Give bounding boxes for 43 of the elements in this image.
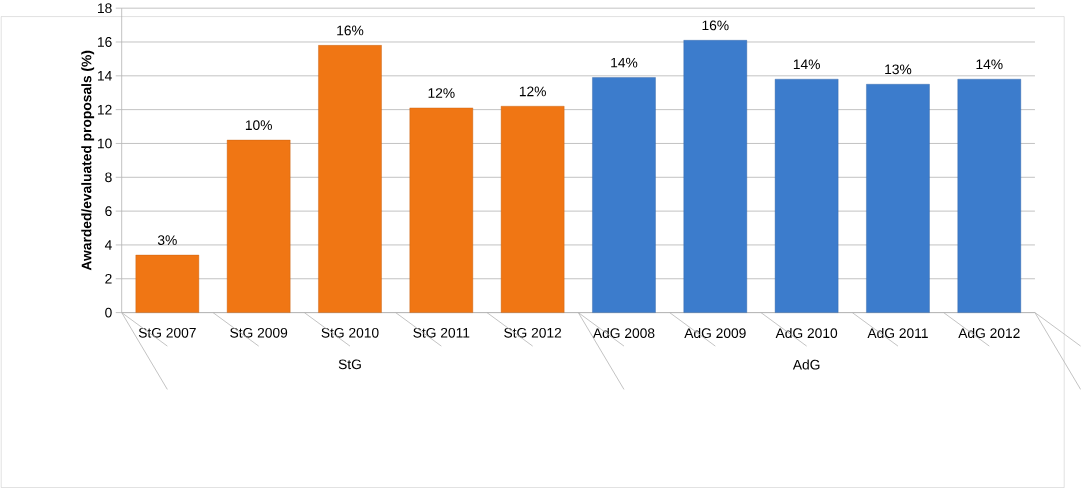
bar (409, 107, 474, 313)
x-tick-label: AdG 2009 (684, 328, 746, 339)
data-label: 10% (245, 120, 272, 131)
y-tick-label: 2 (105, 274, 112, 284)
bar (500, 106, 565, 313)
bar (318, 45, 382, 313)
bar (866, 84, 930, 313)
y-tick-label: 6 (105, 206, 112, 217)
data-label: 16% (337, 25, 364, 36)
y-axis-title: Awarded/evaluated proposals (%) (81, 50, 95, 271)
bar (592, 77, 656, 313)
x-tick-label: AdG 2010 (775, 328, 838, 339)
y-tick-label: 12 (97, 104, 112, 115)
y-tick-label: 4 (104, 240, 112, 250)
bar (957, 79, 1022, 313)
x-tick-label: StG 2009 (230, 328, 288, 338)
data-label: 16% (702, 20, 729, 31)
y-tick-label: 8 (105, 172, 112, 183)
y-tick-label: 14 (97, 71, 112, 81)
y-tick-label: 18 (97, 3, 112, 14)
x-tick-label: StG 2010 (321, 328, 379, 338)
bar (683, 40, 748, 313)
bar (774, 79, 839, 313)
text: StG (338, 359, 361, 370)
bar (135, 255, 200, 313)
y-tick-label: 16 (97, 37, 112, 48)
x-tick-label: AdG 2011 (867, 328, 928, 339)
data-label: 12% (519, 86, 546, 97)
y-tick-label: 0 (105, 307, 112, 318)
x-tick-label: StG 2011 (413, 328, 470, 338)
x-tick-label: AdG 2008 (592, 328, 655, 339)
bar (226, 140, 291, 313)
data-label: 14% (793, 59, 820, 70)
data-label: 3% (157, 235, 177, 246)
y-tick-label: 10 (97, 138, 112, 149)
x-tick-label: StG 2007 (138, 328, 196, 338)
x-tick-label: StG 2012 (504, 328, 562, 338)
text: AdG (792, 359, 820, 370)
data-label: 14% (976, 59, 1003, 70)
data-label: 13% (885, 64, 912, 75)
data-label: 14% (611, 57, 638, 68)
data-label: 12% (428, 88, 455, 99)
x-tick-label: AdG 2012 (958, 328, 1020, 339)
